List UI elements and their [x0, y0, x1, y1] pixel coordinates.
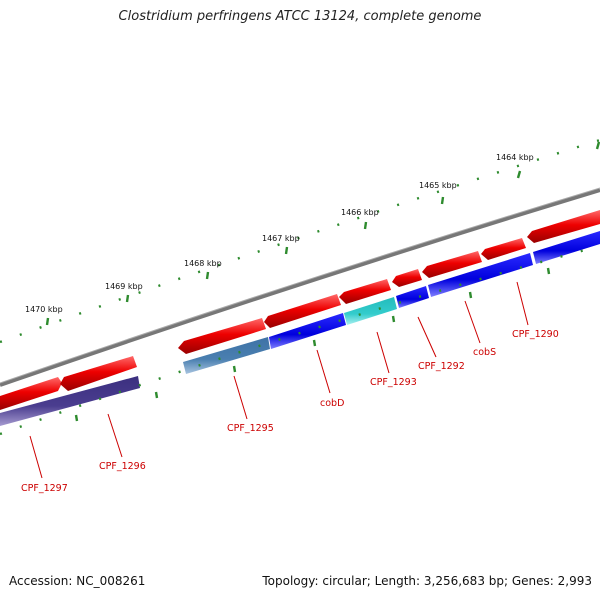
- cds-box: [533, 231, 600, 264]
- major-tick: [595, 141, 600, 150]
- cds-track: [0, 231, 600, 426]
- scale-label: 1468 kbp: [184, 259, 222, 268]
- gene-arrow: [0, 377, 62, 410]
- gene-label-cpf-1296: CPF_1296: [99, 461, 146, 472]
- gene-label-cpf-1295: CPF_1295: [227, 423, 274, 434]
- scale-label: 1470 kbp: [25, 305, 63, 314]
- scale-label: 1466 kbp: [341, 208, 379, 217]
- gene-label-cpf-1293: CPF_1293: [370, 377, 417, 388]
- gene-arrow: [339, 279, 391, 304]
- accession-text: Accession: NC_008261: [9, 574, 146, 588]
- major-tick: [468, 291, 473, 299]
- gene-callouts: [29, 281, 529, 479]
- gene-arrow: [178, 318, 266, 354]
- gene-label-cpf-1297: CPF_1297: [21, 483, 68, 494]
- map-title: Clostridium perfringens ATCC 13124, comp…: [118, 9, 482, 24]
- gene-arrow: [422, 251, 482, 278]
- callout-line: [107, 413, 123, 458]
- cds-box: [428, 253, 533, 297]
- gene-arrow: [392, 269, 422, 287]
- forward-strand-genes: [0, 210, 600, 410]
- callout-line: [516, 281, 529, 326]
- major-tick: [205, 271, 210, 280]
- major-tick: [232, 365, 237, 373]
- genome-backbone: [0, 188, 600, 387]
- major-tick: [546, 267, 551, 275]
- scale-label: 1469 kbp: [105, 282, 143, 291]
- major-tick: [125, 294, 130, 303]
- inner-scale-ticks: [0, 244, 600, 436]
- gene-arrow: [481, 238, 526, 260]
- major-tick: [154, 391, 159, 399]
- gene-label-cpf-1290: CPF_1290: [512, 329, 559, 340]
- callout-line: [464, 300, 481, 344]
- scale-labels: 1464 kbp 1465 kbp 1466 kbp 1467 kbp 1468…: [25, 153, 534, 314]
- cds-box: [396, 286, 429, 308]
- major-tick: [440, 196, 445, 205]
- gene-arrow: [264, 294, 341, 328]
- major-tick: [363, 221, 368, 230]
- gene-arrow: [527, 210, 600, 243]
- callout-line: [417, 316, 437, 358]
- callout-line: [316, 349, 331, 394]
- genome-summary-text: Topology: circular; Length: 3,256,683 bp…: [262, 574, 592, 588]
- scale-label: 1467 kbp: [262, 234, 300, 243]
- major-tick: [516, 170, 522, 179]
- cds-box: [344, 297, 397, 325]
- cds-box: [183, 337, 270, 374]
- gene-label-cobs: cobS: [473, 347, 496, 358]
- cds-box: [0, 376, 140, 426]
- scale-label: 1464 kbp: [496, 153, 534, 162]
- gene-label-cobd: cobD: [320, 398, 344, 409]
- major-tick: [74, 414, 79, 422]
- scale-label: 1465 kbp: [419, 181, 457, 190]
- callout-line: [233, 375, 248, 420]
- outer-scale-ticks: [0, 138, 600, 344]
- major-tick: [391, 315, 396, 323]
- major-tick: [312, 339, 317, 347]
- major-tick: [45, 317, 50, 326]
- callout-line: [376, 331, 390, 374]
- gene-label-cpf-1292: CPF_1292: [418, 361, 465, 372]
- major-tick: [284, 246, 289, 255]
- gene-arrow: [60, 356, 137, 391]
- gene-labels: CPF_1290 cobS CPF_1292 CPF_1293 cobD CPF…: [21, 329, 559, 494]
- cds-box: [269, 313, 346, 349]
- callout-line: [29, 435, 43, 479]
